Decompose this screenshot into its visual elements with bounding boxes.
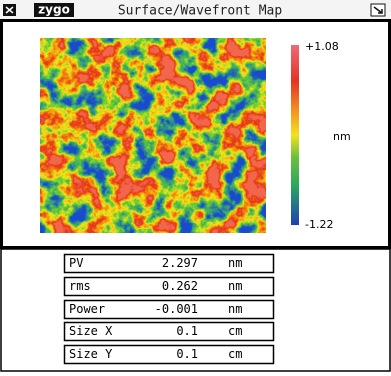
colorbar-min: -1.22 [305, 218, 333, 231]
colorbar-max: +1.08 [305, 40, 339, 53]
colorbar [291, 45, 299, 225]
logo: zygo [38, 3, 70, 17]
result-unit: cm [228, 347, 242, 361]
result-value: 0.1 [176, 324, 198, 338]
result-label: rms [69, 279, 91, 293]
results-table: PV 2.297 nm rms 0.262 nm Power -0.001 nm Size X 0.… [65, 255, 274, 364]
result-label: Size Y [69, 347, 113, 361]
result-label: Power [69, 302, 105, 316]
window-title: Surface/Wavefront Map [118, 4, 283, 19]
result-unit: cm [228, 324, 242, 338]
colorbar-unit: nm [333, 130, 351, 143]
result-label: PV [69, 256, 83, 270]
result-unit: nm [228, 302, 242, 316]
window: zygo Surface/Wavefront Map +1.08 nm -1.2… [0, 0, 391, 372]
result-unit: nm [228, 279, 242, 293]
surface-map [40, 38, 266, 233]
result-value: 0.1 [176, 347, 198, 361]
result-value: 0.262 [162, 279, 198, 293]
result-label: Size X [69, 324, 113, 338]
page: zygo Surface/Wavefront Map +1.08 nm -1.2… [0, 0, 391, 372]
result-value: -0.001 [155, 302, 198, 316]
result-unit: nm [228, 256, 242, 270]
result-value: 2.297 [162, 256, 198, 270]
